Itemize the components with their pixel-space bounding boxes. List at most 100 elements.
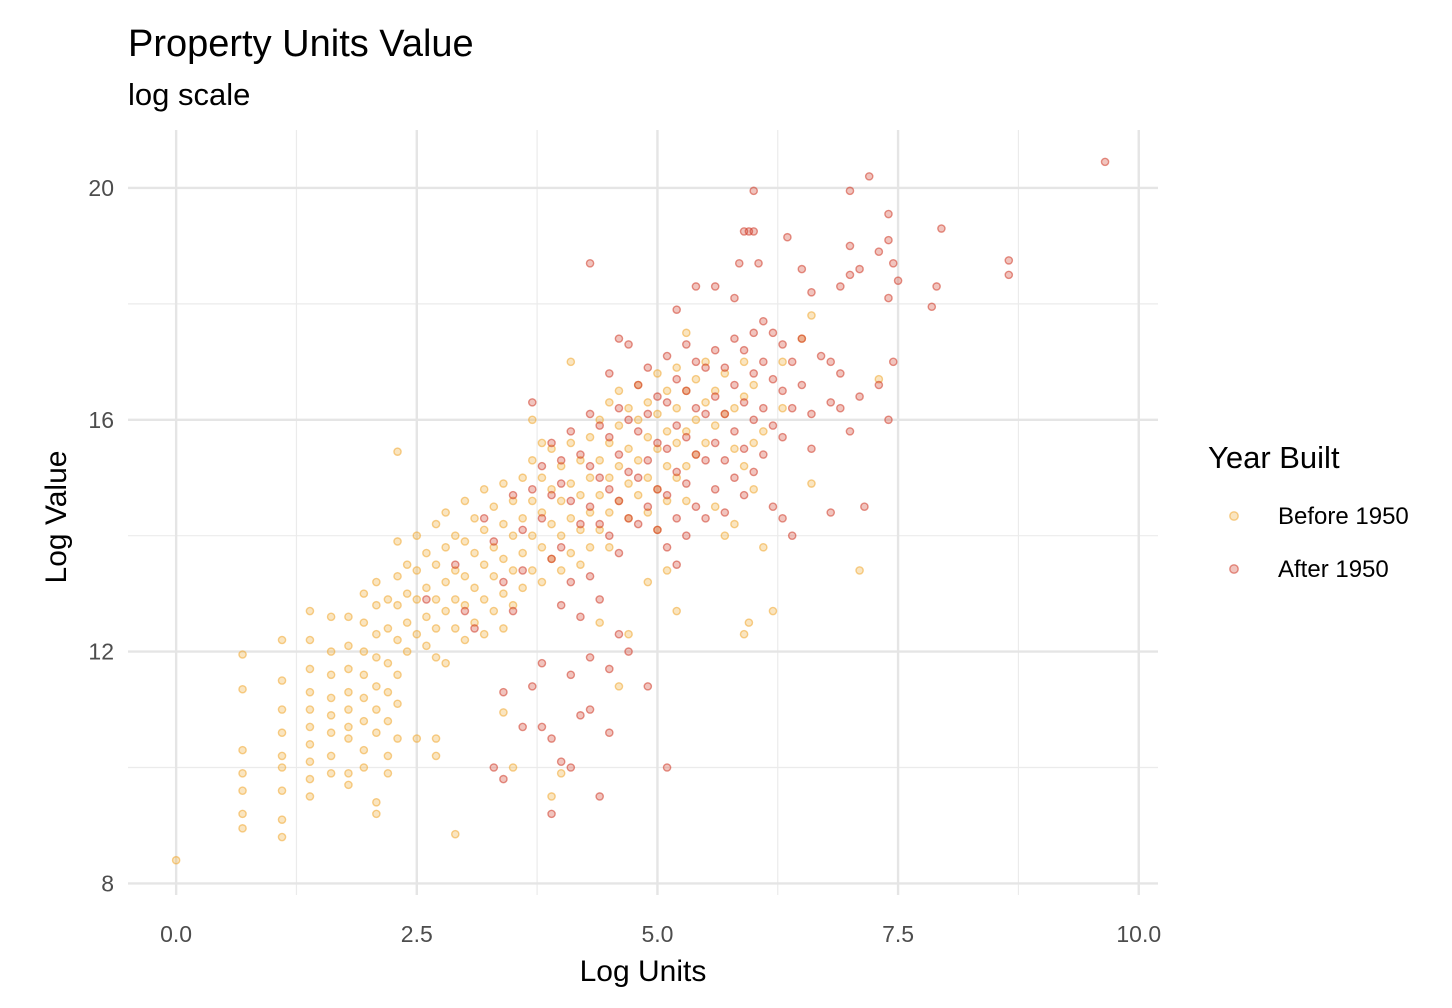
point-before-1950 bbox=[508, 763, 518, 772]
point-after-1950 bbox=[749, 227, 759, 236]
point-after-1950 bbox=[653, 525, 662, 535]
point-after-1950 bbox=[730, 380, 739, 390]
point-after-1950 bbox=[479, 513, 489, 523]
point-after-1950 bbox=[836, 282, 845, 291]
point-before-1950 bbox=[277, 763, 287, 772]
point-after-1950 bbox=[884, 415, 893, 425]
point-before-1950 bbox=[412, 595, 422, 604]
point-before-1950 bbox=[359, 763, 369, 772]
point-after-1950 bbox=[701, 513, 710, 523]
point-before-1950 bbox=[643, 398, 653, 407]
point-before-1950 bbox=[499, 589, 508, 598]
point-before-1950 bbox=[441, 542, 450, 552]
point-before-1950 bbox=[326, 728, 336, 738]
point-before-1950 bbox=[431, 653, 441, 662]
point-before-1950 bbox=[585, 432, 595, 442]
point-before-1950 bbox=[441, 606, 450, 616]
point-before-1950 bbox=[537, 577, 547, 587]
point-before-1950 bbox=[508, 496, 518, 506]
point-before-1950 bbox=[739, 461, 749, 471]
point-after-1950 bbox=[643, 682, 653, 691]
point-before-1950 bbox=[730, 403, 739, 413]
point-before-1950 bbox=[537, 542, 547, 552]
point-before-1950 bbox=[393, 537, 402, 546]
point-after-1950 bbox=[633, 427, 643, 436]
point-after-1950 bbox=[470, 624, 479, 633]
point-after-1950 bbox=[888, 357, 898, 367]
point-before-1950 bbox=[431, 734, 441, 743]
point-before-1950 bbox=[653, 444, 662, 454]
point-after-1950 bbox=[672, 560, 681, 569]
point-before-1950 bbox=[710, 421, 720, 430]
point-after-1950 bbox=[893, 276, 903, 285]
point-before-1950 bbox=[556, 496, 566, 506]
point-after-1950 bbox=[508, 490, 518, 500]
point-after-1950 bbox=[874, 247, 884, 257]
point-before-1950 bbox=[393, 600, 402, 610]
point-after-1950 bbox=[537, 461, 547, 471]
point-before-1950 bbox=[633, 415, 643, 425]
point-before-1950 bbox=[547, 485, 556, 494]
point-before-1950 bbox=[701, 398, 710, 407]
point-after-1950 bbox=[566, 427, 576, 436]
point-after-1950 bbox=[730, 427, 739, 436]
point-before-1950 bbox=[595, 618, 604, 627]
point-before-1950 bbox=[566, 438, 576, 448]
point-before-1950 bbox=[479, 560, 489, 569]
point-after-1950 bbox=[1004, 270, 1014, 280]
point-after-1950 bbox=[797, 264, 807, 274]
point-after-1950 bbox=[778, 340, 787, 349]
point-before-1950 bbox=[566, 548, 576, 558]
point-after-1950 bbox=[845, 270, 855, 280]
point-after-1950 bbox=[701, 409, 710, 419]
y-tick-label: 16 bbox=[88, 407, 114, 433]
point-before-1950 bbox=[450, 624, 460, 633]
point-after-1950 bbox=[739, 444, 749, 454]
point-before-1950 bbox=[277, 635, 287, 645]
point-before-1950 bbox=[710, 386, 720, 396]
point-before-1950 bbox=[344, 705, 353, 714]
point-before-1950 bbox=[441, 508, 450, 517]
point-after-1950 bbox=[527, 682, 537, 691]
point-after-1950 bbox=[816, 351, 826, 361]
legend: Year Built Before 1950 After 1950 bbox=[1208, 440, 1448, 583]
point-before-1950 bbox=[412, 531, 422, 540]
point-before-1950 bbox=[499, 519, 508, 529]
x-tick-label: 10.0 bbox=[1116, 921, 1161, 947]
point-before-1950 bbox=[393, 571, 402, 581]
point-before-1950 bbox=[624, 403, 633, 413]
point-before-1950 bbox=[489, 606, 499, 616]
point-after-1950 bbox=[739, 398, 749, 407]
point-after-1950 bbox=[749, 415, 759, 425]
point-after-1950 bbox=[643, 363, 653, 372]
point-before-1950 bbox=[372, 629, 381, 639]
point-after-1950 bbox=[662, 542, 672, 552]
point-after-1950 bbox=[749, 186, 759, 196]
point-after-1950 bbox=[662, 490, 672, 500]
point-before-1950 bbox=[662, 427, 672, 436]
point-after-1950 bbox=[754, 258, 763, 268]
point-after-1950 bbox=[653, 485, 662, 494]
point-before-1950 bbox=[682, 496, 691, 506]
point-after-1950 bbox=[884, 293, 893, 303]
point-before-1950 bbox=[422, 548, 431, 558]
point-before-1950 bbox=[653, 409, 662, 419]
point-after-1950 bbox=[662, 763, 672, 772]
point-after-1950 bbox=[682, 386, 691, 396]
point-after-1950 bbox=[845, 427, 855, 436]
point-before-1950 bbox=[653, 369, 662, 378]
point-after-1950 bbox=[605, 531, 614, 540]
point-before-1950 bbox=[238, 768, 247, 778]
point-after-1950 bbox=[518, 525, 527, 535]
point-after-1950 bbox=[710, 392, 720, 401]
point-before-1950 bbox=[344, 734, 353, 743]
point-before-1950 bbox=[431, 560, 441, 569]
point-before-1950 bbox=[326, 751, 336, 761]
point-after-1950 bbox=[768, 374, 778, 384]
point-after-1950 bbox=[672, 374, 681, 384]
point-before-1950 bbox=[556, 566, 566, 575]
point-before-1950 bbox=[807, 479, 816, 488]
point-before-1950 bbox=[508, 531, 518, 540]
point-before-1950 bbox=[393, 447, 402, 456]
point-after-1950 bbox=[556, 757, 566, 767]
